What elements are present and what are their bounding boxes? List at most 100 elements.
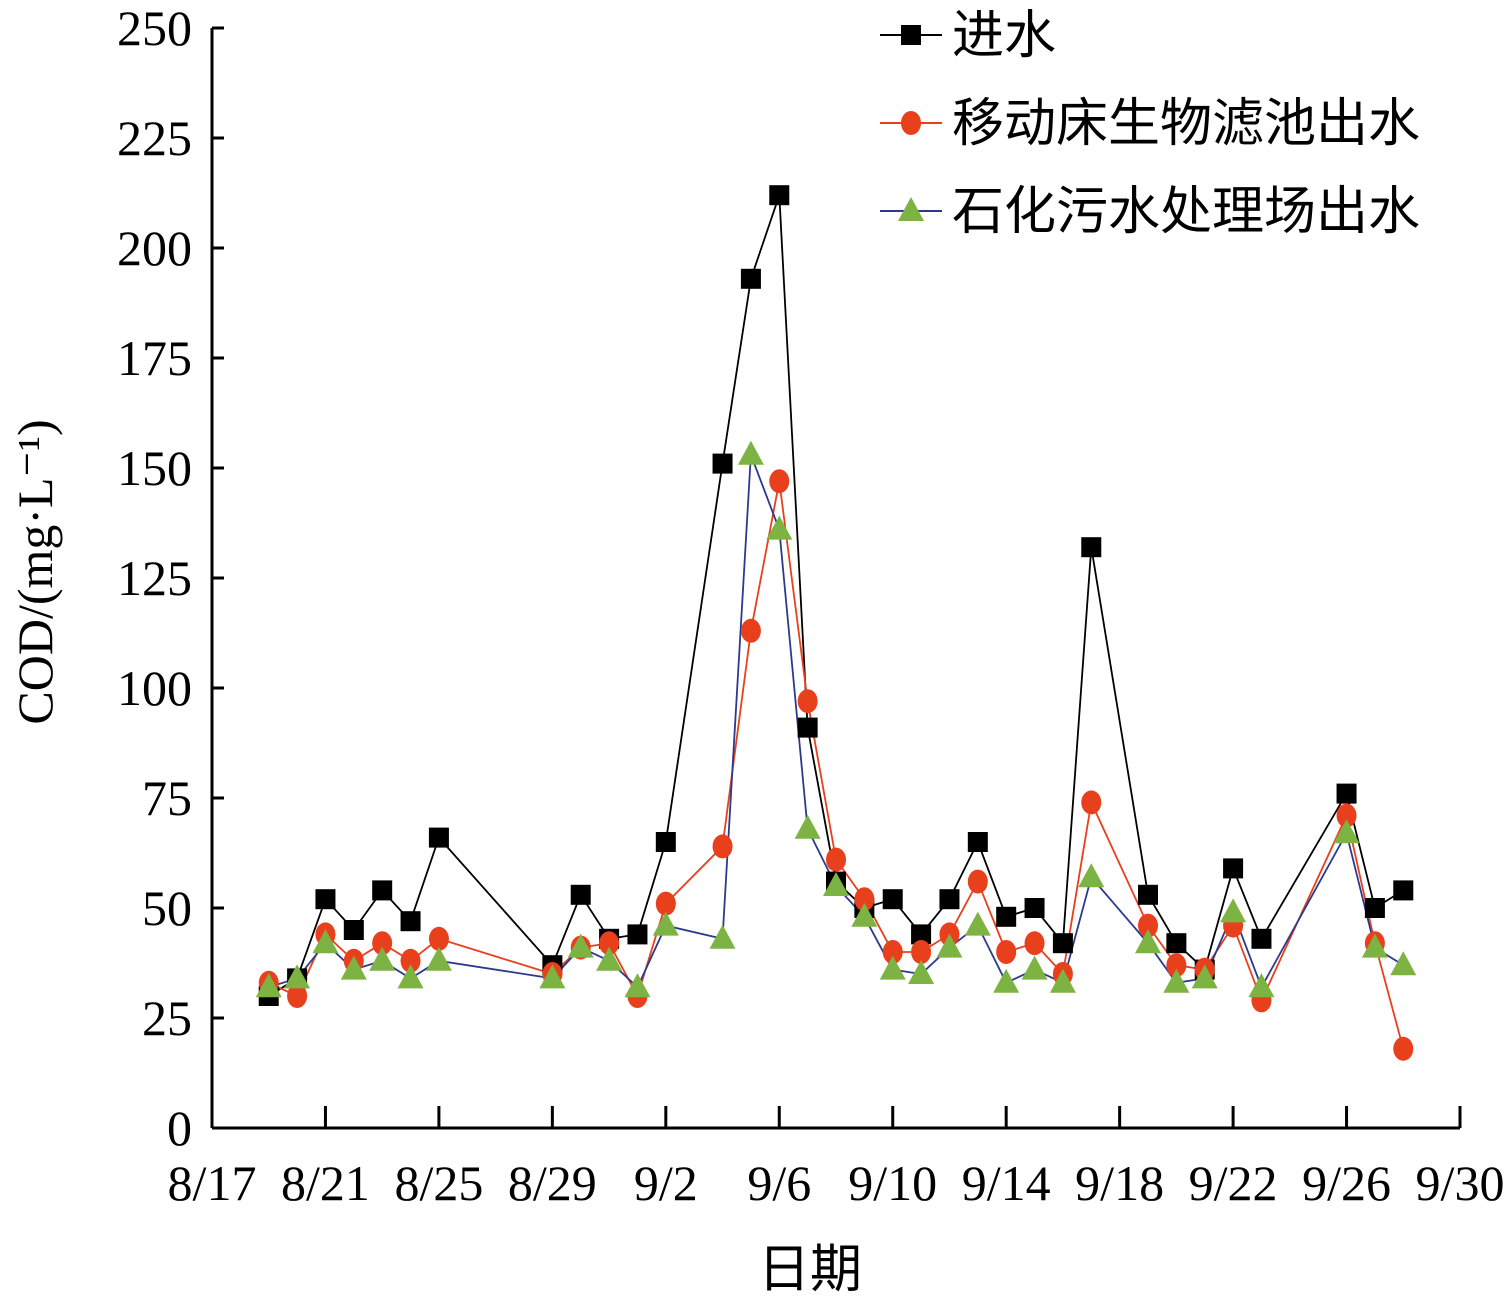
data-point-0 [1166,933,1187,954]
legend-label: 石化污水处理场出水 [952,182,1420,242]
data-point-1 [372,931,393,956]
data-point-0 [939,889,960,910]
data-point-2 [397,964,424,989]
series-line-2 [268,454,1404,990]
data-point-2 [1135,929,1161,954]
data-point-0 [769,185,790,206]
data-point-0 [343,920,364,940]
data-point-1 [1166,953,1187,978]
data-point-1 [1081,790,1102,815]
data-point-2 [539,964,566,989]
data-point-0 [1251,928,1272,949]
x-tick-label: 8/25 [394,1155,483,1211]
y-tick-label: 100 [117,660,192,716]
data-point-0 [1336,783,1357,804]
data-point-1 [1138,913,1158,938]
data-point-0 [1364,898,1385,918]
data-point-2 [851,902,878,927]
data-point-2 [1049,968,1076,993]
x-tick-label: 8/29 [508,1155,597,1211]
data-point-1 [740,618,761,643]
series-lines [268,194,1405,1050]
legend-marker [898,197,924,221]
data-point-1 [911,940,932,964]
legend-label: 移动床生物滤池出水 [952,94,1420,154]
data-point-0 [570,884,591,905]
series-line-1 [268,481,1405,1050]
data-point-2 [1333,819,1360,844]
data-point-2 [737,440,764,465]
data-point-2 [964,911,991,936]
data-point-2 [340,955,367,980]
data-point-0 [1138,884,1158,905]
data-point-2 [1361,933,1388,958]
data-point-2 [312,929,339,954]
legend-item-2: 石化污水处理场出水 [880,182,1420,242]
x-tick-label: 8/17 [168,1155,257,1211]
data-point-2 [1248,973,1275,998]
data-point-2 [1390,951,1417,976]
data-point-1 [769,469,790,494]
series-markers [255,185,1417,1061]
data-point-0 [712,453,733,474]
y-tick-label: 150 [117,440,192,496]
data-point-2 [908,960,935,984]
x-axis-title: 日期 [758,1240,862,1299]
x-tick-label: 9/30 [1416,1155,1505,1211]
data-point-0 [400,911,421,932]
y-tick-label: 0 [167,1100,192,1156]
data-point-2 [567,933,594,958]
data-point-1 [428,926,449,951]
data-point-2 [794,814,821,839]
data-point-0 [1024,898,1045,918]
data-point-2 [369,946,396,971]
legend-item-0: 进水 [880,6,1056,66]
y-ticks: 0 25 50 75 100 125 150 175 200 225 250 [117,0,224,1156]
data-point-0 [1393,880,1414,901]
x-ticks: 8/17 8/21 8/25 8/29 9/2 9/6 9/10 9/14 9/18 9/22 9/… [168,1106,1505,1211]
data-point-2 [993,968,1020,993]
data-point-0 [911,924,932,945]
x-tick-label: 9/10 [848,1155,937,1211]
x-tick-label: 8/21 [281,1155,370,1211]
y-tick-label: 250 [117,0,192,56]
legend-marker [901,111,921,135]
legend-marker [901,25,921,45]
data-point-2 [652,911,679,936]
data-point-1 [996,940,1017,964]
data-point-2 [1078,863,1105,888]
x-tick-label: 9/6 [747,1155,811,1211]
data-point-0 [428,827,449,848]
data-point-2 [766,515,793,540]
data-point-2 [425,946,452,971]
data-point-0 [882,889,903,910]
data-point-0 [655,832,676,852]
data-point-0 [996,906,1017,927]
data-point-0 [1223,858,1244,879]
data-point-1 [1393,1036,1414,1061]
data-point-0 [1081,537,1102,558]
data-point-2 [1191,964,1218,989]
data-point-0 [372,880,393,901]
data-point-2 [1163,968,1190,993]
y-tick-label: 125 [117,550,192,606]
data-point-2 [255,973,282,998]
data-point-0 [740,268,761,289]
y-tick-label: 25 [142,990,192,1046]
data-point-2 [624,973,651,998]
data-point-0 [967,832,988,852]
data-point-1 [882,940,903,964]
data-point-1 [655,891,676,916]
y-tick-label: 75 [142,770,192,826]
data-point-2 [709,924,736,949]
data-point-0 [797,717,818,738]
legend-label: 进水 [952,6,1056,66]
data-point-2 [284,964,311,989]
x-tick-label: 9/22 [1189,1155,1278,1211]
series-line-0 [268,194,1404,997]
data-point-2 [823,872,849,896]
data-point-1 [1024,931,1045,956]
data-point-1 [826,847,846,872]
